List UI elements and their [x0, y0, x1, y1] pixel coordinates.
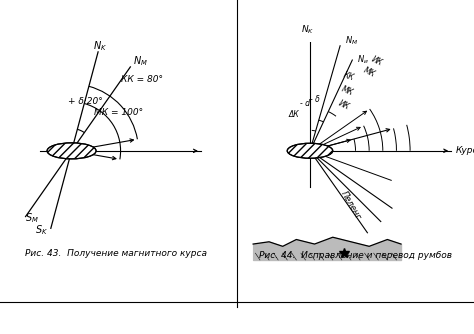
Text: МК: МК	[340, 84, 355, 97]
Text: МК = 100°: МК = 100°	[94, 108, 143, 117]
Text: $N_и$: $N_и$	[357, 53, 369, 66]
Text: - δ: - δ	[310, 95, 320, 104]
Ellipse shape	[47, 143, 96, 159]
Text: ИК: ИК	[370, 55, 384, 68]
Text: Пеленг: Пеленг	[339, 189, 363, 221]
Text: $N_M$: $N_M$	[345, 34, 358, 47]
Text: ИК: ИК	[337, 98, 351, 111]
Ellipse shape	[287, 143, 333, 158]
Text: $N_K$: $N_K$	[93, 40, 108, 53]
Text: МК: МК	[362, 65, 376, 79]
Text: + δ·20°: + δ·20°	[68, 97, 103, 106]
Text: - d: - d	[301, 99, 310, 108]
Text: КК = 80°: КК = 80°	[121, 75, 163, 84]
Text: Курс: Курс	[456, 146, 474, 155]
Text: КК: КК	[343, 70, 356, 82]
Text: $S_M$: $S_M$	[25, 211, 39, 225]
Text: Рис. 44.  Исправление и перевод румбов: Рис. 44. Исправление и перевод румбов	[259, 251, 452, 260]
Text: $N_M$: $N_M$	[133, 55, 147, 68]
Text: Рис. 43.  Получение магнитного курса: Рис. 43. Получение магнитного курса	[25, 249, 207, 258]
Text: ΔК: ΔК	[288, 110, 299, 119]
Text: $S_K$: $S_K$	[36, 223, 48, 236]
Text: $N_K$: $N_K$	[301, 23, 314, 36]
